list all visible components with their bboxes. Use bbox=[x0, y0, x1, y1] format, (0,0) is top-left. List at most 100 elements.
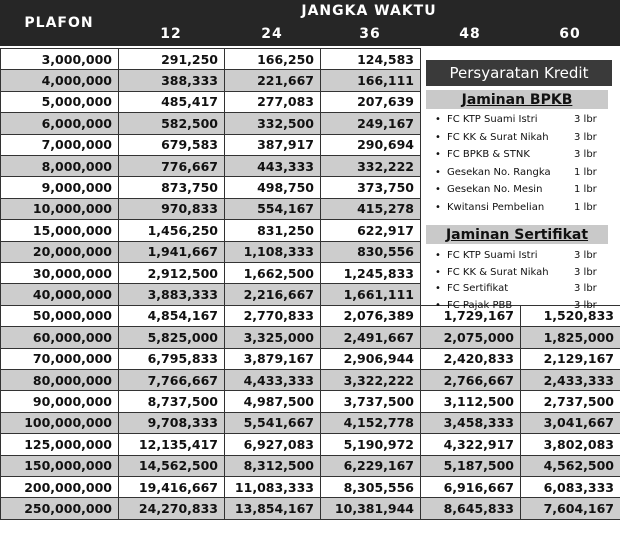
amount-cell: 4,433,333 bbox=[224, 369, 321, 392]
amount-cell: 221,667 bbox=[224, 69, 321, 92]
plafon-cell: 3,000,000 bbox=[0, 48, 119, 71]
amount-cell: 7,604,167 bbox=[520, 497, 620, 520]
requirement-qty: 3 lbr bbox=[574, 266, 597, 278]
header-plafon: PLAFON bbox=[0, 0, 118, 46]
amount-cell: 2,491,667 bbox=[320, 326, 421, 349]
amount-cell: 5,541,667 bbox=[224, 411, 321, 435]
plafon-cell: 150,000,000 bbox=[0, 454, 119, 477]
amount-cell: 5,825,000 bbox=[118, 326, 225, 349]
plafon-cell: 7,000,000 bbox=[0, 133, 119, 156]
amount-cell: 498,750 bbox=[224, 176, 321, 199]
section-title: Jaminan BPKB bbox=[426, 90, 608, 109]
requirement-name: Kwitansi Pembelian bbox=[435, 202, 567, 216]
amount-cell: 8,312,500 bbox=[224, 454, 321, 477]
amount-cell: 24,270,833 bbox=[118, 497, 225, 520]
amount-cell: 4,854,167 bbox=[118, 304, 225, 328]
amount-cell: 970,833 bbox=[118, 197, 225, 221]
amount-cell: 4,987,500 bbox=[224, 390, 321, 413]
amount-cell: 3,458,333 bbox=[420, 411, 521, 435]
amount-cell: 6,229,167 bbox=[320, 454, 421, 477]
amount-cell: 622,917 bbox=[320, 219, 421, 242]
plafon-cell: 15,000,000 bbox=[0, 219, 119, 242]
requirement-qty: 3 lbr bbox=[574, 149, 597, 160]
amount-cell: 831,250 bbox=[224, 219, 321, 242]
amount-cell: 873,750 bbox=[118, 176, 225, 199]
requirement-qty: 1 lbr bbox=[574, 201, 597, 213]
amount-cell: 443,333 bbox=[224, 155, 321, 178]
plafon-cell: 200,000,000 bbox=[0, 476, 119, 499]
panel-title: Persyaratan Kredit bbox=[426, 60, 612, 86]
requirement-qty: 3 lbr bbox=[574, 114, 597, 125]
requirement-qty: 3 lbr bbox=[574, 250, 597, 261]
requirement-qty: 3 lbr bbox=[574, 299, 597, 311]
requirement-name: FC KK & Surat Nikah bbox=[435, 132, 567, 146]
header-term: 36 bbox=[320, 22, 420, 46]
header-term: 24 bbox=[224, 22, 320, 46]
plafon-cell: 125,000,000 bbox=[0, 433, 119, 456]
requirement-name: FC KK & Surat Nikah bbox=[435, 267, 567, 281]
amount-cell: 6,083,333 bbox=[520, 476, 620, 499]
amount-cell: 8,645,833 bbox=[420, 497, 521, 520]
amount-cell: 2,129,167 bbox=[520, 347, 620, 370]
amount-cell: 19,416,667 bbox=[118, 476, 225, 499]
plafon-cell: 10,000,000 bbox=[0, 197, 119, 221]
amount-cell: 14,562,500 bbox=[118, 454, 225, 477]
amount-cell: 12,135,417 bbox=[118, 433, 225, 456]
requirement-name: FC Pajak PBB bbox=[435, 300, 567, 314]
amount-cell: 124,583 bbox=[320, 48, 421, 71]
requirement-qty: 1 lbr bbox=[574, 166, 597, 178]
requirement-qty: 3 lbr bbox=[574, 283, 597, 294]
amount-cell: 332,222 bbox=[320, 155, 421, 178]
plafon-cell: 9,000,000 bbox=[0, 176, 119, 199]
plafon-cell: 6,000,000 bbox=[0, 112, 119, 135]
amount-cell: 6,795,833 bbox=[118, 347, 225, 370]
amount-cell: 373,750 bbox=[320, 176, 421, 199]
amount-cell: 11,083,333 bbox=[224, 476, 321, 499]
amount-cell: 2,075,000 bbox=[420, 326, 521, 349]
amount-cell: 2,770,833 bbox=[224, 304, 321, 328]
requirement-name: FC KTP Suami Istri bbox=[435, 250, 567, 264]
amount-cell: 13,854,167 bbox=[224, 497, 321, 520]
amount-cell: 3,325,000 bbox=[224, 326, 321, 349]
requirement-name: FC BPKB & STNK bbox=[435, 149, 567, 163]
amount-cell: 415,278 bbox=[320, 197, 421, 221]
amount-cell: 1,661,111 bbox=[320, 283, 421, 306]
amount-cell: 2,433,333 bbox=[520, 369, 620, 392]
amount-cell: 3,737,500 bbox=[320, 390, 421, 413]
amount-cell: 166,111 bbox=[320, 69, 421, 92]
plafon-cell: 4,000,000 bbox=[0, 69, 119, 92]
plafon-cell: 30,000,000 bbox=[0, 262, 119, 285]
amount-cell: 1,825,000 bbox=[520, 326, 620, 349]
amount-cell: 2,912,500 bbox=[118, 262, 225, 285]
amount-cell: 291,250 bbox=[118, 48, 225, 71]
amount-cell: 3,112,500 bbox=[420, 390, 521, 413]
amount-cell: 387,917 bbox=[224, 133, 321, 156]
amount-cell: 8,737,500 bbox=[118, 390, 225, 413]
plafon-cell: 90,000,000 bbox=[0, 390, 119, 413]
amount-cell: 1,456,250 bbox=[118, 219, 225, 242]
header-jangka: JANGKA WAKTU bbox=[118, 0, 620, 22]
amount-cell: 679,583 bbox=[118, 133, 225, 156]
amount-cell: 3,879,167 bbox=[224, 347, 321, 370]
requirement-qty: 3 lbr bbox=[574, 131, 597, 143]
requirement-qty: 1 lbr bbox=[574, 184, 597, 195]
plafon-cell: 20,000,000 bbox=[0, 240, 119, 263]
requirement-name: FC Sertifikat bbox=[435, 283, 567, 297]
amount-cell: 554,167 bbox=[224, 197, 321, 221]
requirement-name: Gesekan No. Mesin bbox=[435, 184, 567, 198]
amount-cell: 1,108,333 bbox=[224, 240, 321, 263]
plafon-cell: 8,000,000 bbox=[0, 155, 119, 178]
plafon-cell: 250,000,000 bbox=[0, 497, 119, 520]
amount-cell: 2,737,500 bbox=[520, 390, 620, 413]
amount-cell: 3,041,667 bbox=[520, 411, 620, 435]
amount-cell: 7,766,667 bbox=[118, 369, 225, 392]
requirement-name: Gesekan No. Rangka bbox=[435, 167, 567, 181]
amount-cell: 582,500 bbox=[118, 112, 225, 135]
amount-cell: 277,083 bbox=[224, 90, 321, 114]
amount-cell: 166,250 bbox=[224, 48, 321, 71]
plafon-cell: 80,000,000 bbox=[0, 369, 119, 392]
amount-cell: 4,562,500 bbox=[520, 454, 620, 477]
amount-cell: 207,639 bbox=[320, 90, 421, 114]
plafon-cell: 50,000,000 bbox=[0, 304, 119, 328]
